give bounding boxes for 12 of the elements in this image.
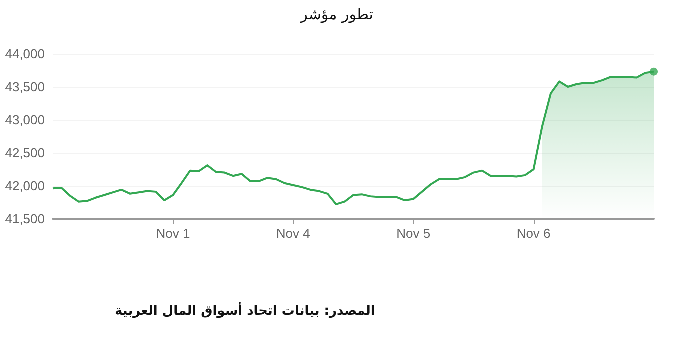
- x-tick-label: Nov 5: [396, 226, 431, 241]
- x-tick-label: Nov 4: [276, 226, 310, 241]
- y-tick-label: 41,500: [5, 212, 45, 226]
- x-tick-label: Nov 6: [516, 226, 551, 241]
- y-tick-label: 43,500: [5, 80, 45, 94]
- y-tick-label: 44,000: [5, 46, 45, 62]
- y-tick-label: 43,000: [5, 112, 45, 128]
- y-tick-label: 42,000: [5, 178, 45, 194]
- y-tick-label: 42,500: [5, 146, 45, 160]
- text: المصدر: بيانات اتحاد أسواق المال العربية: [115, 302, 376, 319]
- x-tick-label: Nov 1: [156, 226, 190, 241]
- chart-title: تطور مؤشر: [300, 6, 374, 24]
